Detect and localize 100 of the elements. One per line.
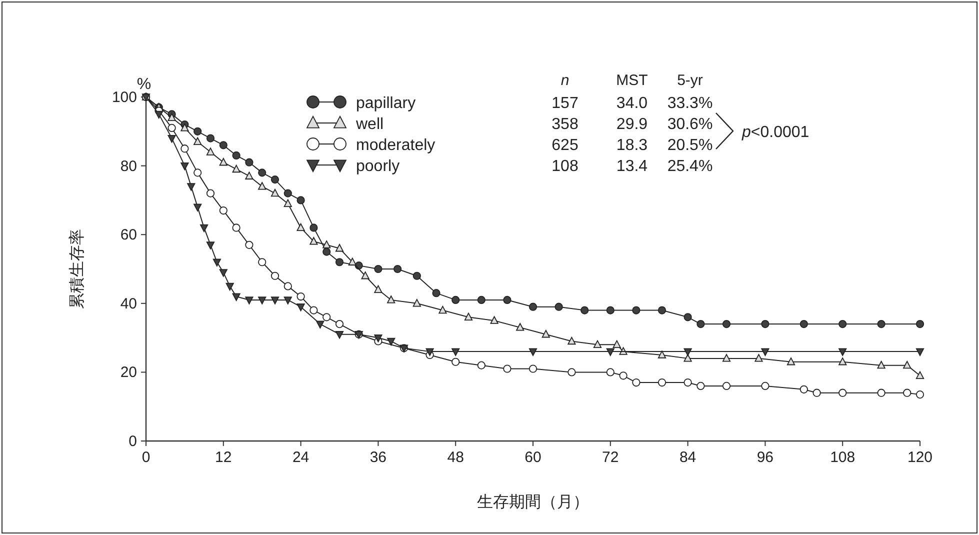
point [232, 224, 240, 232]
point [528, 348, 538, 356]
x-tick-label: 84 [679, 449, 696, 466]
point [394, 264, 402, 274]
point [593, 340, 602, 348]
x-tick-label: 24 [292, 449, 310, 466]
point [180, 124, 189, 132]
point [412, 272, 421, 280]
point [335, 331, 344, 339]
point [194, 127, 202, 136]
point [696, 382, 705, 390]
x-tick-label: 72 [602, 449, 619, 466]
point [316, 320, 324, 328]
point [322, 313, 331, 322]
text: 5-yr [677, 72, 703, 89]
point [516, 323, 524, 331]
point [528, 302, 538, 311]
point [722, 382, 731, 390]
point [580, 306, 589, 314]
point [452, 296, 460, 304]
point [219, 141, 228, 150]
x-tick-label: 96 [756, 449, 774, 466]
point [296, 292, 305, 301]
point [800, 320, 808, 328]
x-axis-title: 生存期間（月） [477, 493, 589, 511]
point [387, 338, 396, 346]
point [335, 320, 344, 328]
y-tick-label: 80 [120, 158, 137, 175]
point [916, 348, 924, 356]
annotation: 13.4 [616, 158, 648, 175]
point [245, 172, 254, 180]
point [206, 189, 215, 198]
point [528, 364, 538, 373]
point [503, 296, 512, 304]
point [412, 298, 421, 307]
point [800, 385, 808, 394]
point [658, 306, 666, 314]
point [270, 188, 280, 197]
point [219, 206, 228, 215]
point [786, 357, 796, 366]
x-tick-label: 60 [524, 449, 542, 466]
point [812, 388, 821, 397]
point [270, 176, 280, 184]
point [335, 258, 344, 266]
point [761, 348, 770, 356]
point [568, 336, 576, 345]
point [310, 237, 318, 245]
point [916, 390, 924, 399]
point [168, 134, 176, 143]
point [284, 282, 292, 290]
point [206, 242, 215, 250]
point [606, 348, 614, 356]
point [754, 354, 763, 362]
point [632, 306, 640, 314]
point [348, 258, 356, 266]
point [761, 320, 770, 328]
point [284, 296, 292, 304]
point [696, 320, 705, 328]
point [335, 244, 344, 252]
point [168, 124, 176, 132]
point [296, 304, 305, 312]
point [684, 348, 692, 356]
legend-label: papillary [356, 95, 416, 112]
legend-label: moderately [356, 137, 436, 154]
x-tick-label: 0 [142, 449, 150, 466]
point [452, 348, 460, 356]
point [477, 296, 486, 304]
point [374, 264, 382, 274]
point [432, 289, 440, 298]
point [477, 361, 486, 370]
point [310, 306, 318, 314]
y-tick-label: 60 [120, 226, 137, 244]
point [503, 364, 512, 373]
x-tick-label: 12 [215, 449, 232, 466]
point [322, 248, 331, 256]
point [838, 348, 847, 356]
annotation: 108 [552, 158, 578, 175]
text: MST [616, 72, 648, 89]
y-tick-label: 20 [120, 364, 137, 382]
point [452, 358, 460, 366]
point [187, 183, 196, 191]
y-axis-title: 累積生存率 [68, 229, 86, 309]
point [258, 168, 266, 177]
point [684, 313, 692, 322]
point [226, 282, 234, 291]
point [296, 223, 305, 232]
point [903, 360, 912, 369]
annotation: 25.4% [667, 158, 713, 175]
legend-label: well [355, 116, 384, 133]
point [426, 348, 434, 356]
legend-label: poorly [356, 158, 400, 175]
point [180, 162, 189, 170]
point [838, 388, 847, 397]
annotation: 625 [552, 137, 578, 154]
point [838, 357, 847, 366]
point [838, 320, 847, 328]
point [284, 189, 292, 198]
annotation: 20.5% [667, 137, 713, 154]
point [200, 224, 208, 232]
point [438, 306, 447, 314]
